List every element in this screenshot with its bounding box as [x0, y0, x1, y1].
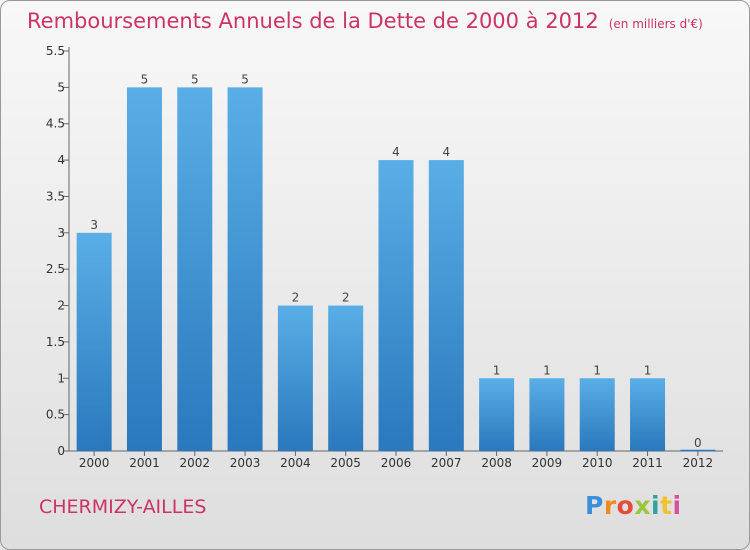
y-tick-label: 4.5 — [46, 117, 65, 131]
data-label-2011: 1 — [644, 363, 652, 377]
x-tick-label: 2005 — [330, 456, 361, 470]
x-tick-label: 2009 — [532, 456, 563, 470]
y-tick-label: 2.5 — [46, 262, 65, 276]
y-tick-label: 0.5 — [46, 408, 65, 422]
x-tick-label: 2001 — [129, 456, 160, 470]
data-label-2006: 4 — [392, 145, 400, 159]
y-tick-label: 3.5 — [46, 189, 65, 203]
bar-2009 — [529, 378, 565, 451]
y-tick-label: 5.5 — [46, 44, 65, 58]
data-label-2001: 5 — [141, 72, 149, 86]
data-label-2007: 4 — [442, 145, 450, 159]
bar-2000 — [76, 232, 112, 451]
logo-letter: o — [616, 491, 635, 520]
y-tick-label: 5 — [57, 80, 65, 94]
data-label-2002: 5 — [191, 72, 199, 86]
bar-2011 — [630, 378, 666, 451]
town-name: CHERMIZY-AILLES — [39, 496, 207, 518]
x-tick-label: 2007 — [431, 456, 462, 470]
bar-2007 — [428, 160, 464, 451]
data-label-2004: 2 — [292, 291, 300, 305]
data-label-2009: 1 — [543, 363, 551, 377]
chart-bars — [76, 87, 716, 452]
y-tick-label: 1.5 — [46, 335, 65, 349]
data-label-2003: 5 — [241, 72, 249, 86]
x-tick-label: 2010 — [582, 456, 613, 470]
y-tick-label: 1 — [57, 371, 65, 385]
chart-unit-note: (en milliers d'€) — [608, 17, 703, 31]
logo-letter: x — [634, 491, 651, 520]
x-tick-label: 2006 — [381, 456, 412, 470]
chart-title-block: Remboursements Annuels de la Dette de 20… — [27, 9, 703, 33]
x-tick-label: 2008 — [481, 456, 512, 470]
x-tick-label: 2003 — [230, 456, 261, 470]
bar-2002 — [177, 87, 213, 451]
y-tick-label: 4 — [57, 153, 65, 167]
x-tick-label: 2004 — [280, 456, 311, 470]
data-label-2010: 1 — [593, 363, 601, 377]
data-label-2008: 1 — [493, 363, 501, 377]
data-label-2000: 3 — [90, 218, 98, 232]
data-label-2012: 0 — [694, 436, 702, 450]
y-tick-label: 0 — [57, 444, 65, 458]
logo-letter: P — [585, 491, 604, 520]
bar-2005 — [328, 305, 364, 451]
proxiti-logo[interactable]: Proxiti — [585, 491, 682, 520]
x-tick-label: 2011 — [632, 456, 663, 470]
x-tick-label: 2002 — [179, 456, 210, 470]
bar-2010 — [579, 378, 615, 451]
x-tick-label: 2012 — [683, 456, 714, 470]
chart-data-labels: 3 5 5 5 2 2 4 4 1 1 1 1 0 — [90, 72, 701, 450]
y-tick-label: 2 — [57, 299, 65, 313]
logo-letter: t — [660, 491, 673, 520]
chart-axes: 0 0.5 1 1.5 2 2.5 3 3.5 4 4.5 5 5.5 2000 2001 2002 2003… — [46, 44, 723, 470]
logo-letter: i — [672, 491, 682, 520]
x-tick-label: 2000 — [79, 456, 110, 470]
bar-2001 — [126, 87, 162, 451]
y-tick-label: 3 — [57, 226, 65, 240]
chart-title: Remboursements Annuels de la Dette de 20… — [27, 9, 599, 33]
bar-2003 — [227, 87, 263, 451]
bar-2006 — [378, 160, 414, 451]
logo-letter: r — [603, 491, 617, 520]
logo-letter: i — [651, 491, 661, 520]
data-label-2005: 2 — [342, 291, 350, 305]
bar-2004 — [277, 305, 313, 451]
bar-2008 — [479, 378, 515, 451]
